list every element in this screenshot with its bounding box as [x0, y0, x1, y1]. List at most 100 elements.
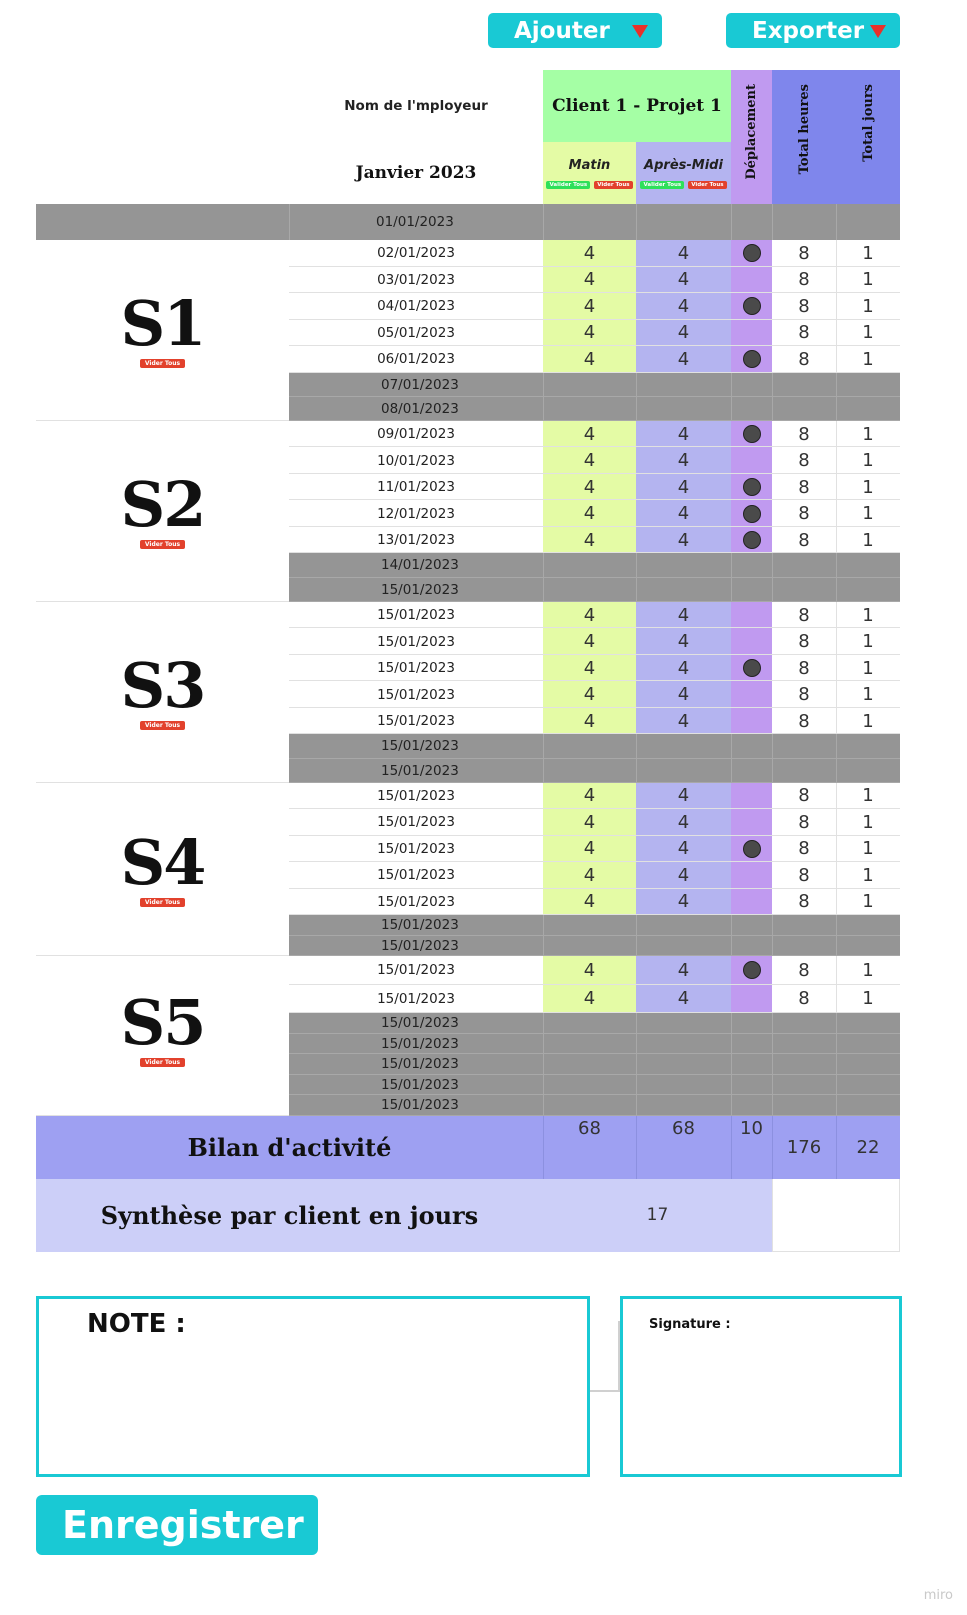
weekend-date: 15/01/2023 [381, 581, 459, 598]
month-header: Janvier 2023 [289, 142, 543, 204]
travel-cell[interactable] [731, 628, 772, 655]
total-days-cell: 1 [836, 293, 900, 320]
row-divider [772, 1250, 900, 1252]
afternoon-cell[interactable]: 4 [636, 500, 731, 527]
travel-cell[interactable] [731, 526, 772, 554]
travel-cell[interactable] [731, 319, 772, 346]
morning-cell[interactable]: 4 [543, 526, 636, 554]
morning-cell[interactable]: 4 [543, 628, 636, 655]
travel-cell[interactable] [731, 240, 772, 267]
date-cell: 15/01/2023 [289, 984, 543, 1014]
morning-cell[interactable]: 4 [543, 809, 636, 836]
morning-cell[interactable]: 4 [543, 473, 636, 501]
afternoon-cell[interactable]: 4 [636, 319, 731, 346]
day-total-hours: 8 [798, 503, 810, 525]
bilan-morning-total: 68 [578, 1117, 601, 1139]
travel-cell[interactable] [731, 862, 772, 889]
afternoon-cell[interactable]: 4 [636, 984, 731, 1014]
afternoon-hours: 4 [677, 450, 690, 472]
travel-cell[interactable] [731, 654, 772, 682]
travel-cell[interactable] [731, 707, 772, 735]
travel-cell[interactable] [731, 956, 772, 985]
col-divider [731, 553, 732, 578]
afternoon-cell[interactable]: 4 [636, 601, 731, 629]
afternoon-cell[interactable]: 4 [636, 654, 731, 682]
morning-cell[interactable]: 4 [543, 862, 636, 889]
morning-cell[interactable]: 4 [543, 835, 636, 863]
validate-all-button[interactable]: Valider Tous [546, 180, 591, 189]
morning-hours: 4 [583, 450, 596, 472]
afternoon-cell[interactable]: 4 [636, 526, 731, 554]
morning-cell[interactable]: 4 [543, 782, 636, 810]
clear-week-button[interactable]: Vider Tous [139, 1058, 186, 1068]
travel-cell[interactable] [731, 601, 772, 629]
morning-cell[interactable]: 4 [543, 956, 636, 985]
day-total-hours: 8 [798, 891, 810, 913]
travel-cell[interactable] [731, 473, 772, 501]
morning-cell[interactable]: 4 [543, 707, 636, 735]
morning-cell[interactable]: 4 [543, 447, 636, 474]
add-button[interactable]: Ajouter [488, 13, 662, 48]
total-days-cell: 1 [836, 420, 900, 448]
afternoon-cell[interactable]: 4 [636, 888, 731, 916]
afternoon-hours: 4 [677, 657, 690, 679]
travel-cell[interactable] [731, 835, 772, 863]
morning-cell[interactable]: 4 [543, 888, 636, 916]
afternoon-cell[interactable]: 4 [636, 240, 731, 267]
export-button[interactable]: Exporter [726, 13, 900, 48]
travel-cell[interactable] [731, 346, 772, 373]
travel-cell[interactable] [731, 888, 772, 916]
col-divider [731, 1115, 732, 1179]
morning-cell[interactable]: 4 [543, 319, 636, 346]
afternoon-cell[interactable]: 4 [636, 420, 731, 448]
clear-week-button[interactable]: Vider Tous [139, 897, 186, 907]
travel-cell[interactable] [731, 809, 772, 836]
afternoon-cell[interactable]: 4 [636, 862, 731, 889]
clear-all-button[interactable]: Vider Tous [594, 180, 633, 189]
afternoon-cell[interactable]: 4 [636, 835, 731, 863]
note-box[interactable]: NOTE : [36, 1296, 590, 1477]
travel-cell[interactable] [731, 500, 772, 527]
morning-cell[interactable]: 4 [543, 984, 636, 1014]
afternoon-cell[interactable]: 4 [636, 956, 731, 985]
travel-cell[interactable] [731, 984, 772, 1014]
afternoon-cell[interactable]: 4 [636, 266, 731, 293]
clear-all-button[interactable]: Vider Tous [688, 180, 727, 189]
afternoon-cell[interactable]: 4 [636, 782, 731, 810]
save-button[interactable]: Enregistrer [36, 1495, 318, 1555]
travel-cell[interactable] [731, 681, 772, 708]
morning-cell[interactable]: 4 [543, 346, 636, 373]
travel-cell[interactable] [731, 447, 772, 474]
clear-week-button[interactable]: Vider Tous [139, 720, 186, 730]
connector-line [618, 1321, 620, 1391]
morning-cell[interactable]: 4 [543, 266, 636, 293]
travel-cell[interactable] [731, 293, 772, 320]
morning-cell[interactable]: 4 [543, 601, 636, 629]
afternoon-cell[interactable]: 4 [636, 628, 731, 655]
afternoon-cell[interactable]: 4 [636, 809, 731, 836]
validate-all-button[interactable]: Valider Tous [640, 180, 685, 189]
afternoon-cell[interactable]: 4 [636, 293, 731, 320]
travel-cell[interactable] [731, 420, 772, 448]
row-divider [36, 419, 289, 421]
clear-week-button[interactable]: Vider Tous [139, 358, 186, 368]
morning-cell[interactable]: 4 [543, 654, 636, 682]
afternoon-cell[interactable]: 4 [636, 346, 731, 373]
col-divider [772, 1054, 773, 1075]
morning-hours: 4 [583, 631, 596, 653]
morning-cell[interactable]: 4 [543, 293, 636, 320]
afternoon-cell[interactable]: 4 [636, 707, 731, 735]
travel-cell[interactable] [731, 782, 772, 810]
employer-header: Nom de l'mployeur [289, 70, 543, 142]
afternoon-cell[interactable]: 4 [636, 681, 731, 708]
afternoon-cell[interactable]: 4 [636, 473, 731, 501]
afternoon-cell[interactable]: 4 [636, 447, 731, 474]
morning-cell[interactable]: 4 [543, 681, 636, 708]
travel-cell[interactable] [731, 266, 772, 293]
day-total-hours: 8 [798, 604, 810, 626]
clear-week-button[interactable]: Vider Tous [139, 539, 186, 549]
signature-box[interactable]: Signature : [620, 1296, 902, 1477]
morning-cell[interactable]: 4 [543, 420, 636, 448]
morning-cell[interactable]: 4 [543, 240, 636, 267]
morning-cell[interactable]: 4 [543, 500, 636, 527]
